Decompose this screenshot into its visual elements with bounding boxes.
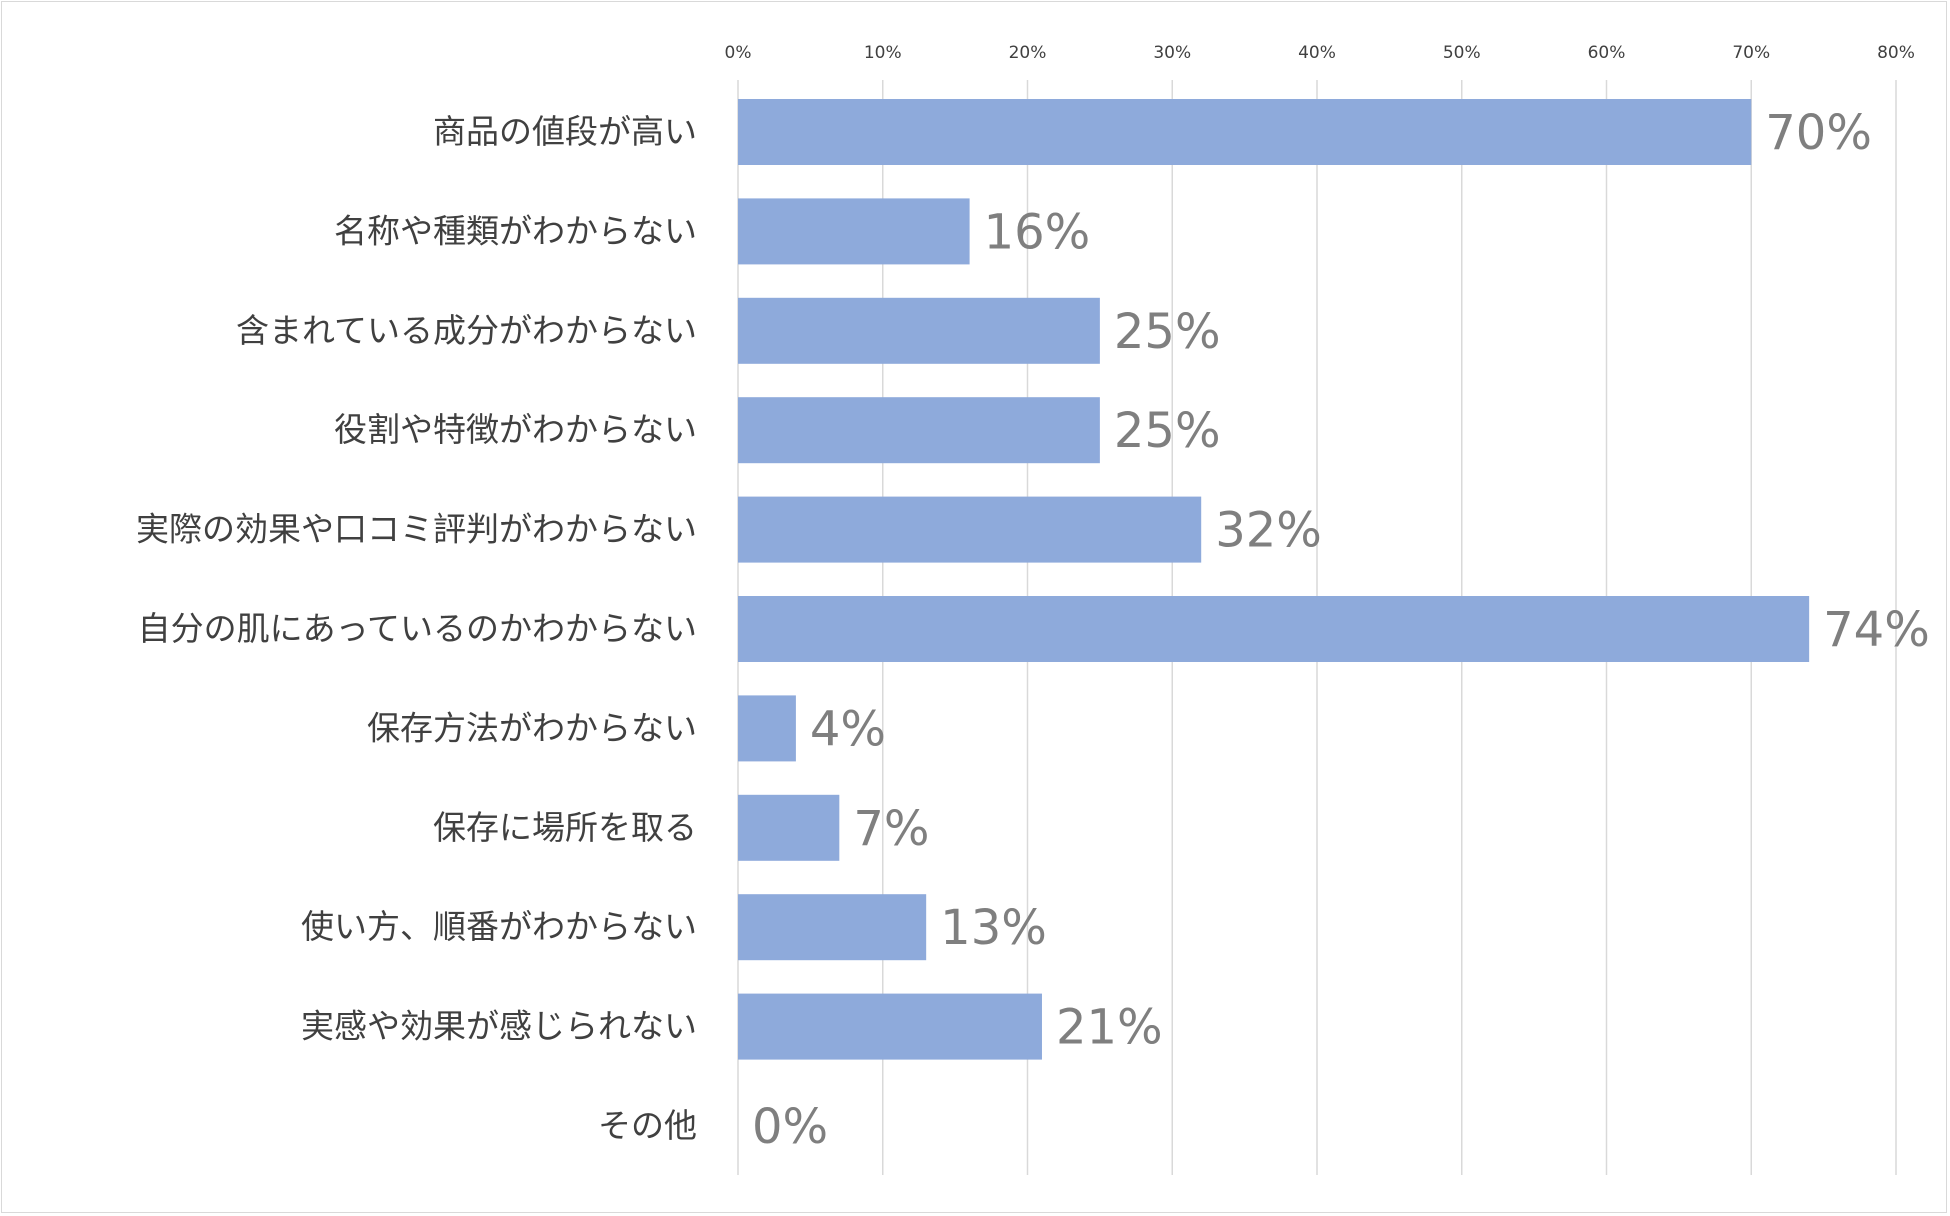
x-tick-label: 70%	[1732, 43, 1770, 63]
data-label: 7%	[853, 801, 929, 857]
bar	[738, 397, 1100, 464]
data-label: 25%	[1114, 403, 1221, 459]
category-label: その他	[598, 1106, 697, 1145]
category-label: 商品の値段が高い	[433, 112, 697, 151]
x-axis-ticks: 0% 10% 20% 30% 40% 50% 60% 70% 80%	[725, 43, 1915, 63]
bar	[738, 297, 1100, 364]
bars	[738, 99, 1810, 1060]
data-label: 21%	[1056, 1000, 1163, 1056]
data-label: 13%	[940, 900, 1047, 956]
category-label: 実際の効果や口コミ評判がわからない	[136, 510, 697, 549]
bar	[738, 99, 1752, 165]
x-tick-label: 60%	[1588, 43, 1626, 63]
category-label: 自分の肌にあっているのかわからない	[138, 609, 697, 648]
x-tick-label: 80%	[1877, 43, 1915, 63]
category-label: 保存に場所を取る	[433, 808, 697, 847]
x-tick-label: 30%	[1153, 43, 1191, 63]
bar	[738, 596, 1810, 662]
data-label: 70%	[1765, 105, 1872, 161]
bar	[738, 794, 840, 861]
data-label: 0%	[752, 1099, 828, 1155]
x-tick-label: 20%	[1009, 43, 1047, 63]
bar	[738, 993, 1042, 1060]
category-label: 実感や効果が感じられない	[301, 1007, 697, 1046]
category-label: 名称や種類がわからない	[334, 211, 697, 250]
data-labels: 70% 16% 25% 25% 32% 74% 4% 7%13%21% 0%	[752, 105, 1930, 1155]
x-tick-label: 50%	[1443, 43, 1481, 63]
category-label: 使い方、順番がわからない	[301, 907, 697, 946]
category-labels: 商品の値段が高い名称や種類がわからない含まれている成分がわからない役割や特徴がわ…	[136, 112, 697, 1145]
data-label: 74%	[1823, 602, 1930, 658]
data-label: 16%	[984, 204, 1091, 260]
category-label: 含まれている成分がわからない	[236, 311, 697, 350]
category-label: 役割や特徴がわからない	[334, 410, 697, 449]
bar	[738, 198, 970, 265]
bar	[738, 695, 796, 762]
bar	[738, 496, 1202, 563]
x-tick-label: 10%	[864, 43, 902, 63]
data-label: 4%	[810, 701, 886, 757]
x-tick-label: 40%	[1298, 43, 1336, 63]
data-label: 25%	[1114, 304, 1221, 360]
data-label: 32%	[1215, 503, 1322, 559]
x-tick-label: 0%	[725, 43, 752, 63]
bar	[738, 894, 927, 961]
category-label: 保存方法がわからない	[367, 708, 697, 747]
